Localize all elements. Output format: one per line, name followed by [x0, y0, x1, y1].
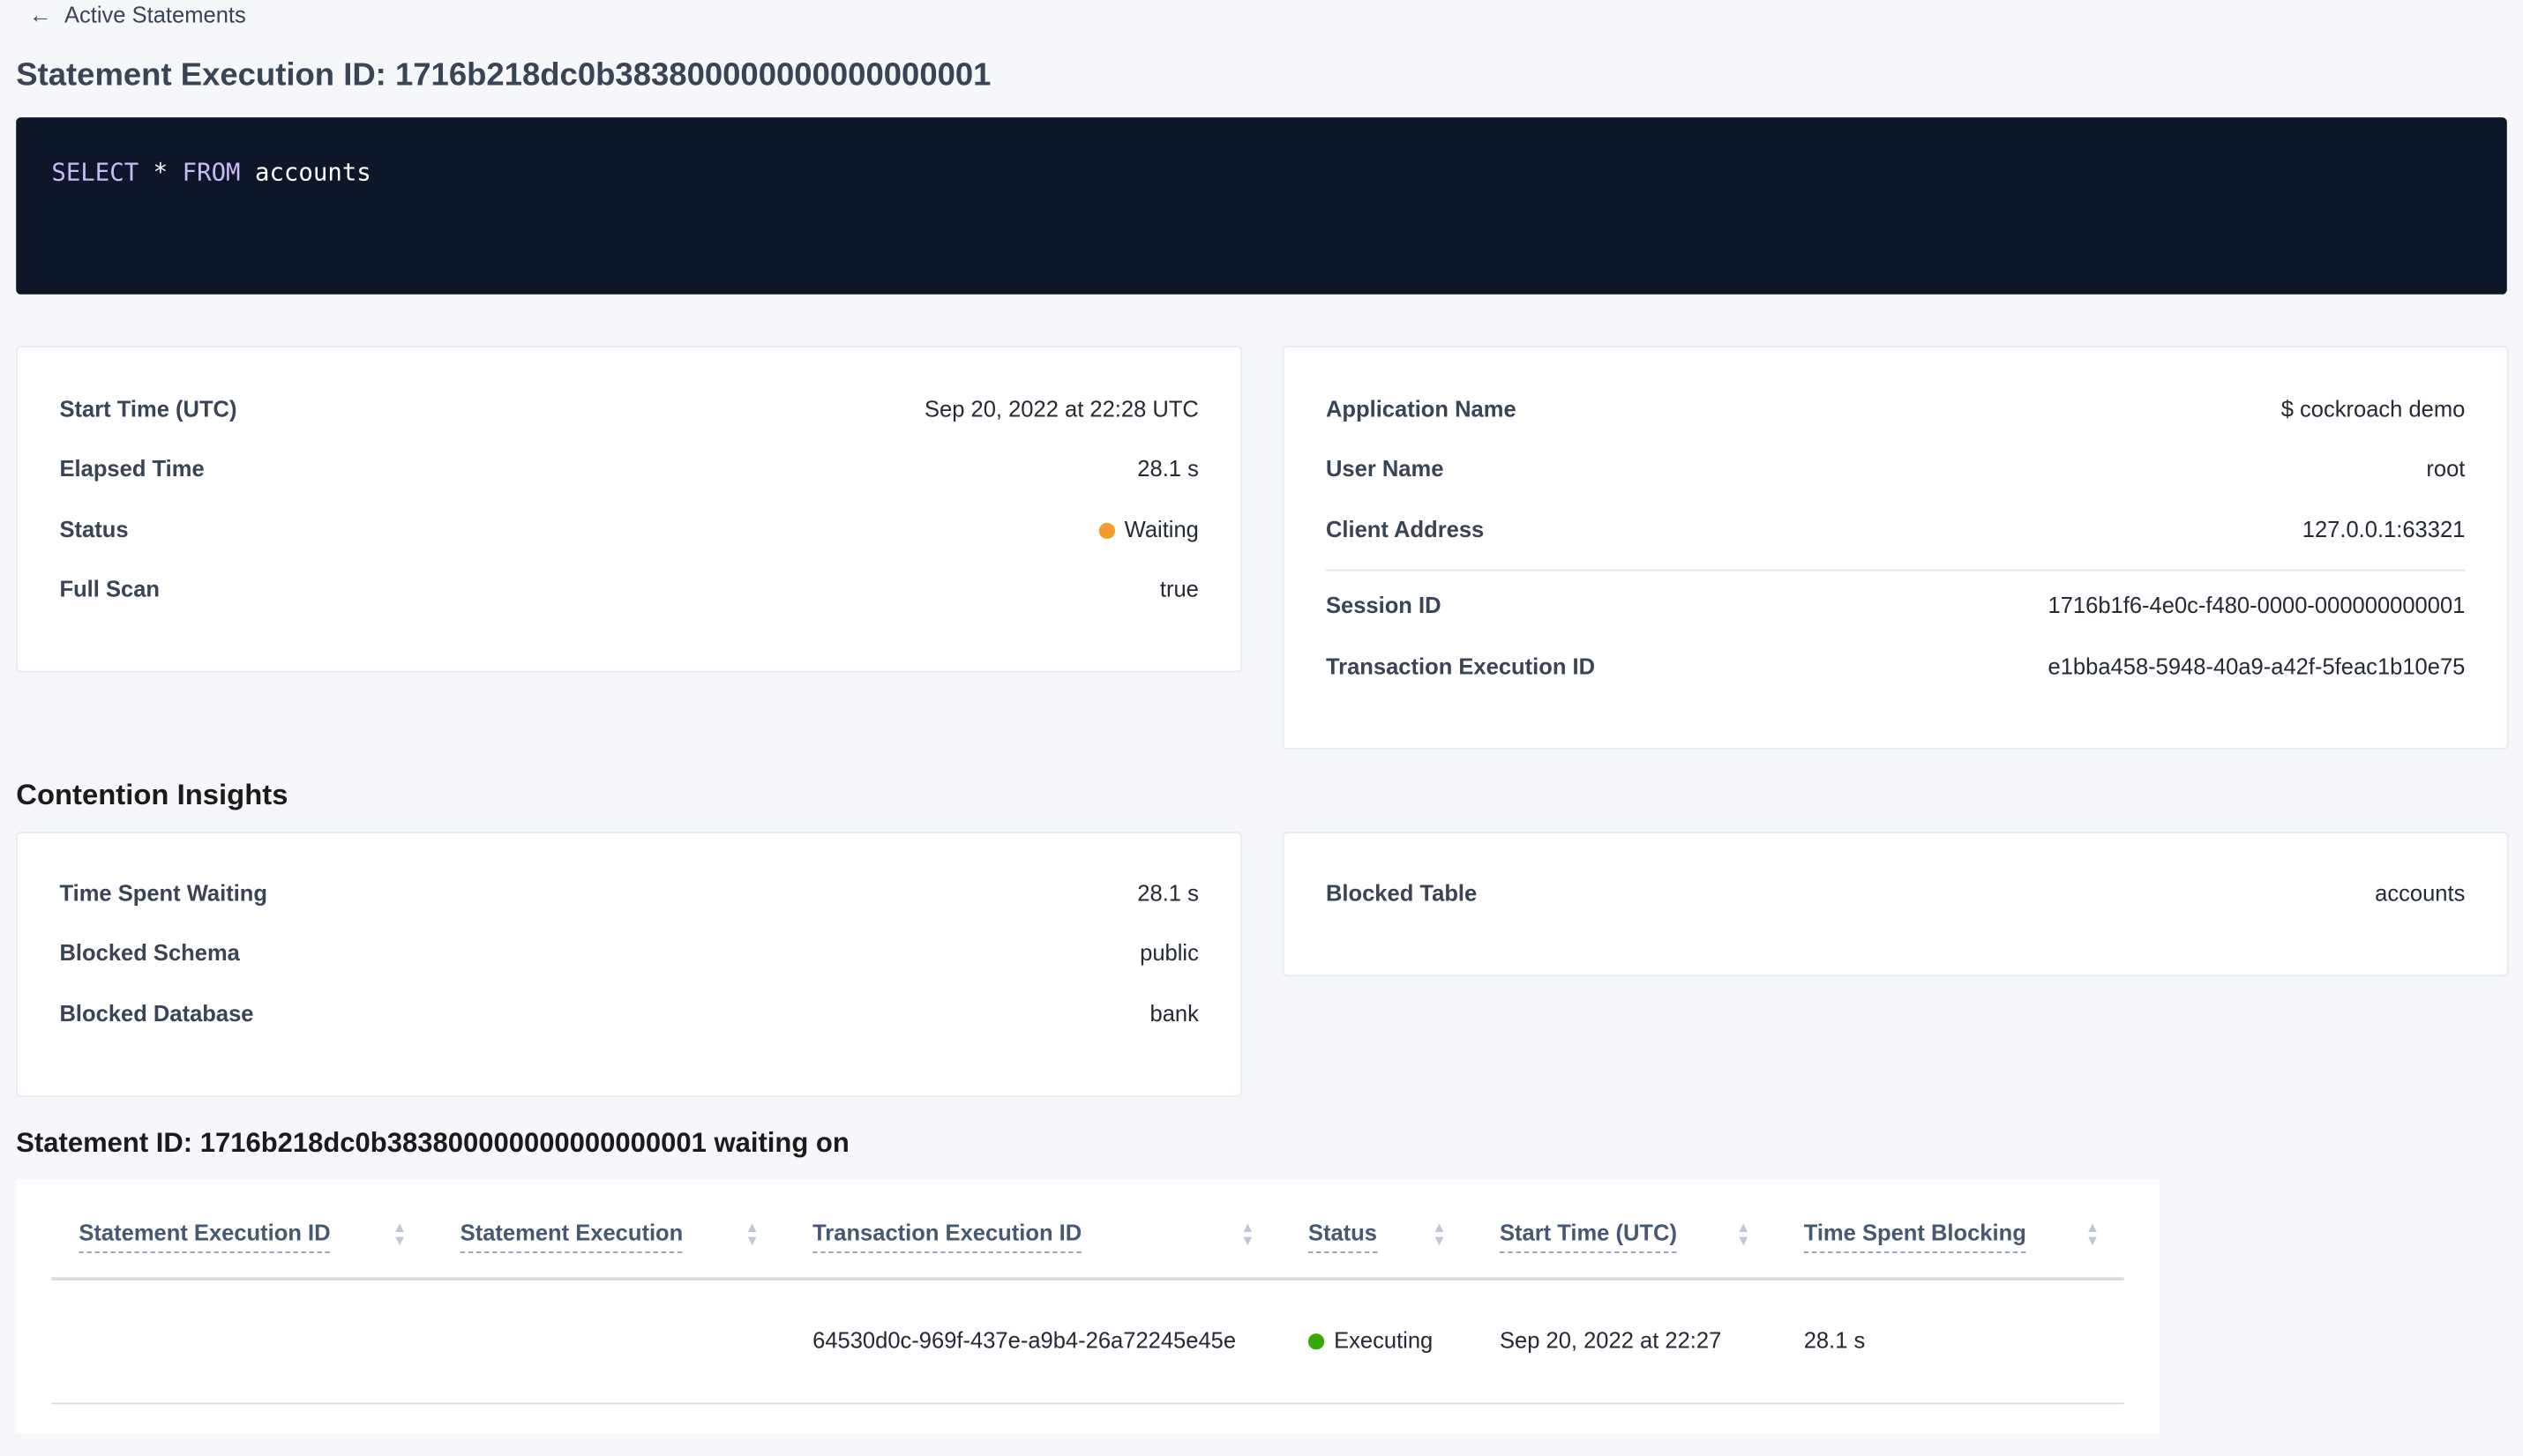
session-details-card: Application Name $ cockroach demo User Na…	[1282, 346, 2509, 750]
detail-row-txn-id: Transaction Execution ID e1bba458-5948-40…	[1326, 653, 2465, 679]
detail-row-blocked-schema: Blocked Schema public	[59, 939, 1198, 965]
sort-icon[interactable]: ▲ ▼	[1432, 1219, 1447, 1249]
value: 127.0.0.1:63321	[2302, 516, 2466, 542]
status-dot-icon	[1098, 522, 1115, 540]
sort-icon[interactable]: ▲ ▼	[1240, 1219, 1255, 1249]
detail-row-time-waiting: Time Spent Waiting 28.1 s	[59, 880, 1198, 906]
sql-table: accounts	[254, 157, 371, 187]
value: Sep 20, 2022 at 22:28 UTC	[924, 395, 1199, 422]
contention-card-left: Time Spent Waiting 28.1 s Blocked Schema p…	[16, 832, 1243, 1097]
sort-icon[interactable]: ▲ ▼	[1736, 1219, 1751, 1249]
value: $ cockroach demo	[2280, 395, 2466, 422]
value: 28.1 s	[1137, 455, 1199, 482]
contention-heading: Contention Insights	[16, 778, 288, 811]
value: public	[1140, 939, 1199, 966]
label: Status	[59, 516, 129, 542]
cell-start-time: Sep 20, 2022 at 22:27	[1499, 1326, 1722, 1353]
detail-row-user-name: User Name root	[1326, 455, 2465, 481]
cell-txn-exec-id: 64530d0c-969f-437e-a9b4-26a72245e45e	[812, 1326, 1237, 1353]
sql-keyword: SELECT	[51, 157, 139, 187]
detail-row-full-scan: Full Scan true	[59, 576, 1198, 601]
cell-time-blocking: 28.1 s	[1803, 1326, 1866, 1353]
sort-icon[interactable]: ▲ ▼	[745, 1219, 760, 1249]
value: accounts	[2375, 879, 2466, 906]
transaction-id-link[interactable]: e1bba458-5948-40a9-a42f-5feac1b10e75	[2048, 653, 2466, 679]
detail-row-elapsed: Elapsed Time 28.1 s	[59, 455, 1198, 481]
row-divider	[51, 1402, 2124, 1405]
value: root	[2426, 455, 2466, 482]
status-badge: Waiting	[1098, 516, 1199, 542]
arrow-left-icon: ←	[28, 1, 52, 28]
sort-icon[interactable]: ▲ ▼	[393, 1219, 408, 1249]
sql-star: *	[153, 157, 168, 187]
column-header-stmt-exec[interactable]: Statement Execution	[460, 1220, 684, 1253]
detail-row-session-id: Session ID 1716b1f6-4e0c-f480-0000-000000…	[1326, 592, 2465, 617]
label: Blocked Schema	[59, 939, 240, 966]
column-header-status[interactable]: Status	[1307, 1220, 1377, 1253]
header-divider	[51, 1277, 2124, 1281]
label: Session ID	[1325, 592, 1441, 618]
status-text: Executing	[1334, 1326, 1434, 1353]
label: Elapsed Time	[59, 455, 205, 482]
value: 28.1 s	[1137, 879, 1199, 906]
column-header-time-blocking[interactable]: Time Spent Blocking	[1803, 1220, 2026, 1253]
label: Blocked Database	[59, 1000, 254, 1027]
column-header-txn-exec-id[interactable]: Transaction Execution ID	[812, 1220, 1082, 1253]
label: User Name	[1325, 455, 1444, 482]
waiting-table: Statement Execution ID ▲ ▼ Statement Exec…	[16, 1178, 2160, 1434]
statement-details-card: Start Time (UTC) Sep 20, 2022 at 22:28 UT…	[16, 346, 1243, 673]
cell-status: Executing	[1307, 1326, 1434, 1353]
page-title: Statement Execution ID: 1716b218dc0b3838…	[16, 57, 992, 93]
sql-keyword: FROM	[182, 157, 241, 187]
label: Client Address	[1325, 516, 1485, 542]
back-link[interactable]: ← Active Statements	[29, 2, 246, 27]
back-link-label: Active Statements	[64, 1, 246, 28]
sql-text: SELECT * FROM accounts	[51, 158, 371, 187]
divider	[1325, 569, 2466, 571]
detail-row-app-name: Application Name $ cockroach demo	[1326, 396, 2465, 422]
status-dot-icon	[1307, 1333, 1325, 1350]
label: Transaction Execution ID	[1325, 653, 1596, 679]
session-id-link[interactable]: 1716b1f6-4e0c-f480-0000-000000000001	[2048, 592, 2466, 618]
label: Blocked Table	[1325, 879, 1478, 906]
contention-card-right: Blocked Table accounts	[1282, 832, 2509, 977]
detail-row-client-address: Client Address 127.0.0.1:63321	[1326, 517, 2465, 542]
waiting-heading: Statement ID: 1716b218dc0b38380000000000…	[16, 1127, 850, 1159]
detail-row-blocked-table: Blocked Table accounts	[1326, 880, 2465, 906]
label: Application Name	[1325, 395, 1516, 422]
sql-code-block: SELECT * FROM accounts	[16, 117, 2507, 295]
value: Waiting	[1124, 516, 1199, 542]
column-header-stmt-exec-id[interactable]: Statement Execution ID	[79, 1220, 331, 1253]
value: bank	[1149, 1000, 1199, 1027]
value: true	[1159, 575, 1199, 602]
label: Full Scan	[59, 575, 161, 602]
sort-icon[interactable]: ▲ ▼	[2085, 1219, 2100, 1249]
detail-row-start-time: Start Time (UTC) Sep 20, 2022 at 22:28 UT…	[59, 396, 1198, 422]
label: Time Spent Waiting	[59, 879, 268, 906]
column-header-start-time[interactable]: Start Time (UTC)	[1499, 1220, 1677, 1253]
label: Start Time (UTC)	[59, 395, 237, 422]
detail-row-blocked-database: Blocked Database bank	[59, 1001, 1198, 1027]
detail-row-status: Status Waiting	[59, 517, 1198, 542]
